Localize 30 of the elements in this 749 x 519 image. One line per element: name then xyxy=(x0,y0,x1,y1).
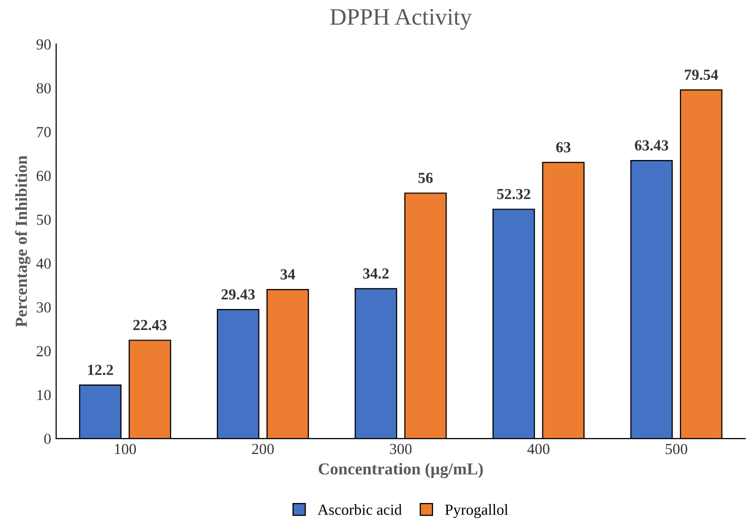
x-axis-title: Concentration (µg/mL) xyxy=(318,462,483,478)
data-label: 34 xyxy=(280,269,296,280)
y-tick-label: 30 xyxy=(36,302,51,313)
x-tick-label: 500 xyxy=(666,444,688,454)
x-tick-label: 100 xyxy=(114,444,136,454)
y-tick-label: 60 xyxy=(36,170,51,182)
data-label: 52.32 xyxy=(497,188,530,200)
x-tick-label: 200 xyxy=(252,444,274,454)
data-label: 22.43 xyxy=(133,320,167,330)
y-tick-label: 90 xyxy=(36,39,51,50)
y-axis-title: Percentage of Inhibition xyxy=(15,156,30,328)
y-tick-label: 70 xyxy=(37,126,51,138)
y-tick-label: 40 xyxy=(36,258,51,269)
legend-label: Pyrogallol xyxy=(445,504,508,518)
data-label: 34.2 xyxy=(363,268,389,279)
data-label: 63.43 xyxy=(634,140,668,151)
legend-label: Ascorbic acid xyxy=(318,504,402,515)
data-label: 29.43 xyxy=(222,289,255,300)
data-label: 12.2 xyxy=(88,364,113,376)
data-label: 56 xyxy=(418,172,433,184)
data-label: 79.54 xyxy=(684,70,718,80)
x-tick-label: 400 xyxy=(527,444,550,454)
chart-title: DPPH Activity xyxy=(330,9,472,30)
data-label: 63 xyxy=(556,142,570,152)
y-tick-label: 10 xyxy=(37,390,51,400)
y-tick-label: 50 xyxy=(36,214,51,225)
y-tick-label: 20 xyxy=(36,346,51,356)
y-tick-label: 0 xyxy=(44,434,51,444)
x-tick-label: 300 xyxy=(390,444,412,454)
y-tick-label: 80 xyxy=(36,83,51,94)
